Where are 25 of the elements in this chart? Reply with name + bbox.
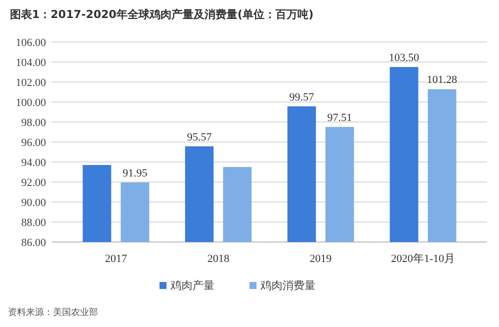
y-tick-label: 92.00 [21,177,46,189]
data-label: 95.57 [186,131,212,144]
x-tick-label: 2017 [104,253,128,265]
data-label: 97.51 [327,112,352,124]
x-tick-label: 2019 [310,253,332,265]
data-label: 103.50 [388,52,420,64]
chart-title: 图表1：2017-2020年全球鸡肉产量及消费量(单位：百万吨) [10,8,314,21]
y-tick-label: 106.00 [16,37,46,49]
y-tick-label: 94.00 [21,157,46,169]
y-tick-label: 88.00 [21,217,46,229]
y-tick-label: 98.00 [21,117,46,129]
x-tick-label: 2018 [207,253,230,265]
text: 资料来源：美国农业部 [8,307,98,318]
y-tick-label: 104.00 [16,57,46,69]
y-tick-label: 86.00 [21,237,46,249]
y-tick-label: 100.00 [16,97,46,109]
legend-label: 鸡肉消费量 [260,279,316,292]
data-label: 99.57 [289,91,315,104]
data-label: 91.95 [122,168,148,180]
y-tick-label: 102.00 [16,77,46,89]
y-tick-label: 90.00 [21,197,46,209]
y-tick-label: 96.00 [21,137,46,149]
legend-label: 鸡肉产量 [170,279,214,292]
x-tick-label: 2020年1-10月 [390,253,456,265]
data-label: 101.28 [426,74,458,86]
